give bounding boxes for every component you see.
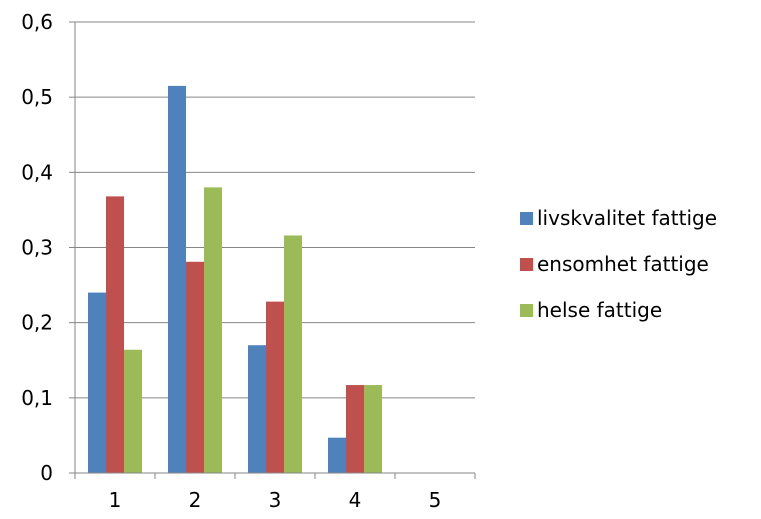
bar — [124, 349, 142, 473]
x-tick-label: 5 — [429, 488, 442, 512]
x-tick-labels: 1 2 3 4 5 — [109, 488, 442, 512]
x-tick-label: 2 — [189, 488, 202, 512]
bar — [328, 437, 346, 473]
axes — [69, 21, 476, 479]
x-tick-label: 4 — [349, 488, 362, 512]
bar — [346, 385, 364, 473]
legend-swatch — [520, 212, 533, 225]
bar — [266, 301, 284, 473]
legend-label: helse fattige — [537, 298, 662, 322]
bar — [168, 85, 186, 474]
legend-swatch — [520, 304, 533, 317]
bar — [204, 187, 222, 473]
y-tick-label: 0,3 — [21, 236, 53, 260]
bar — [364, 385, 382, 473]
bar — [106, 196, 124, 474]
legend-swatch — [520, 258, 533, 271]
bar — [88, 292, 106, 473]
y-tick-label: 0,1 — [21, 386, 53, 410]
bar — [284, 235, 302, 473]
y-tick-label: 0,4 — [21, 160, 53, 184]
x-tick-label: 1 — [109, 488, 122, 512]
legend-label: livskvalitet fattige — [537, 206, 717, 230]
y-tick-label: 0 — [40, 461, 53, 485]
bars — [88, 85, 382, 474]
x-tick-label: 3 — [269, 488, 282, 512]
y-tick-label: 0,5 — [21, 85, 53, 109]
y-tick-label: 0,6 — [21, 10, 53, 34]
y-tick-label: 0,2 — [21, 311, 53, 335]
bar — [248, 345, 266, 473]
legend-label: ensomhet fattige — [537, 252, 709, 276]
gridlines — [75, 21, 475, 399]
y-tick-labels: 0 0,1 0,2 0,3 0,4 0,5 0,6 — [21, 10, 53, 485]
legend: livskvalitet fattige ensomhet fattige hels… — [520, 206, 717, 322]
bar — [186, 261, 204, 473]
